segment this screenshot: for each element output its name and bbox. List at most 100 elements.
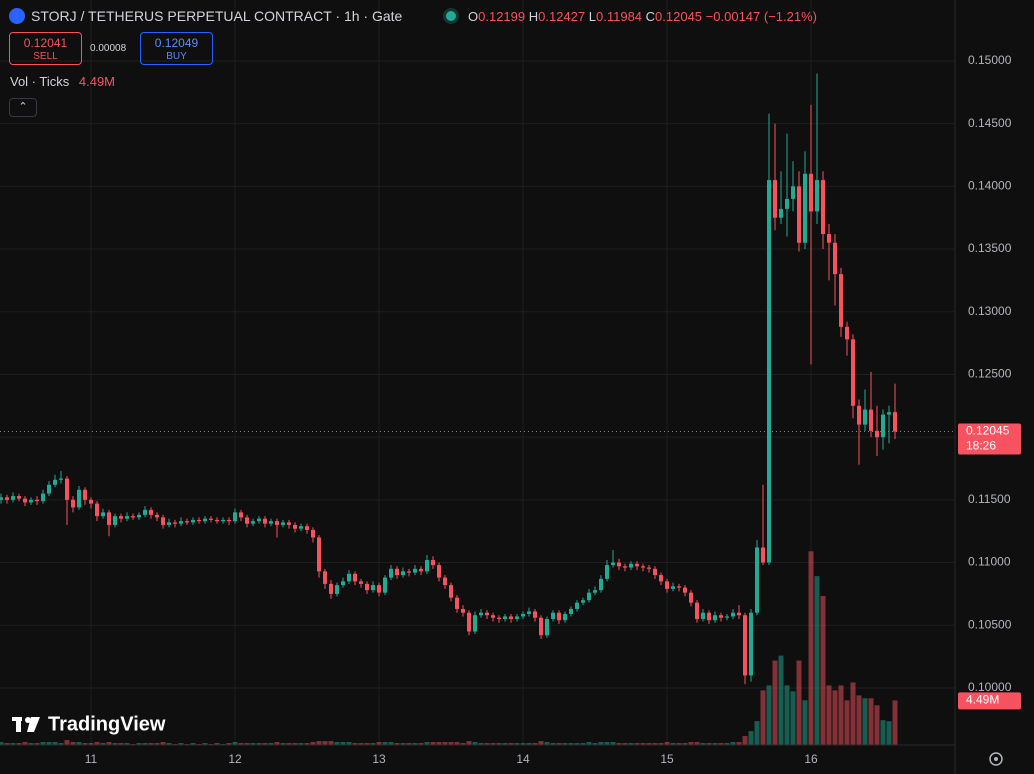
candle-body — [275, 521, 279, 525]
volume-bar — [370, 743, 376, 745]
volume-bar — [58, 743, 64, 745]
candle-body — [779, 208, 783, 218]
volume-bar — [190, 743, 196, 745]
volume-bar — [52, 742, 58, 745]
volume-bar — [694, 742, 700, 745]
candle-body — [659, 575, 663, 582]
candle-body — [353, 573, 357, 582]
candle-body — [395, 568, 399, 576]
close-label: C — [645, 9, 656, 24]
volume-bar — [82, 743, 88, 745]
volume-bar — [490, 743, 496, 745]
candle-layer — [0, 73, 897, 685]
volume-bar — [562, 743, 568, 745]
candle-body — [815, 180, 819, 212]
volume-bar — [364, 743, 370, 745]
volume-bar — [862, 698, 868, 745]
last-price-tag — [958, 423, 1021, 455]
candle-body — [137, 514, 141, 518]
candle-body — [185, 521, 189, 523]
volume-bar — [568, 743, 574, 745]
volume-bar — [286, 743, 292, 745]
y-tick-label: 0.13000 — [968, 304, 1012, 318]
collapse-button[interactable]: ⌃ — [9, 98, 37, 117]
settings-icon[interactable] — [989, 752, 1003, 766]
candle-body — [149, 509, 153, 515]
volume-bar — [0, 742, 4, 745]
candle-body — [341, 581, 345, 586]
volume-bar — [736, 742, 742, 745]
volume-bar — [244, 743, 250, 745]
candle-body — [263, 518, 267, 524]
volume-bar — [718, 743, 724, 745]
volume-bar — [268, 743, 274, 745]
volume-bar — [214, 743, 220, 745]
volume-bar — [400, 743, 406, 745]
candle-body — [251, 521, 255, 524]
candle-body — [755, 547, 759, 613]
buy-button[interactable]: 0.12049 BUY — [140, 32, 213, 65]
volume-bar — [304, 743, 310, 745]
volume-bar — [40, 742, 46, 745]
candle-body — [497, 617, 501, 619]
volume-bar — [262, 743, 268, 745]
volume-bar — [712, 743, 718, 745]
candle-body — [503, 616, 507, 619]
volume-bar — [688, 742, 694, 745]
logo-stem — [16, 717, 21, 732]
axes: 0.100000.105000.110000.115000.120000.125… — [0, 53, 1021, 766]
volume-bar — [508, 743, 514, 745]
candle-body — [113, 516, 117, 525]
candle-body — [617, 562, 621, 567]
candle-body — [833, 242, 837, 275]
volume-bar — [28, 743, 34, 745]
volume-bar — [316, 741, 322, 745]
y-tick-label: 0.15000 — [968, 53, 1012, 67]
volume-bar — [34, 743, 40, 745]
volume-bar — [604, 742, 610, 745]
volume-bar — [850, 682, 856, 745]
volume-bar — [616, 743, 622, 745]
candle-body — [485, 612, 489, 616]
volume-bar — [832, 690, 838, 745]
candle-body — [47, 484, 51, 494]
volume-layer — [0, 551, 898, 745]
low-label: L — [588, 9, 596, 24]
volume-bar — [574, 743, 580, 745]
candle-body — [671, 586, 675, 589]
volume-bar — [340, 742, 346, 745]
volume-bar — [64, 740, 70, 745]
sell-button[interactable]: 0.12041 SELL — [9, 32, 82, 65]
candle-body — [623, 566, 627, 568]
candle-body — [95, 503, 99, 517]
candle-body — [587, 592, 591, 601]
symbol-title[interactable]: STORJ / TETHERUS PERPETUAL CONTRACT · 1h… — [31, 8, 403, 24]
volume-bar — [394, 743, 400, 745]
volume-bar — [586, 742, 592, 745]
volume-bar — [730, 742, 736, 745]
volume-legend-label: Vol · Ticks — [10, 74, 70, 89]
volume-bar — [628, 743, 634, 745]
y-tick-label: 0.11500 — [968, 492, 1011, 506]
last-volume-label: 4.49M — [966, 693, 999, 707]
candle-body — [599, 578, 603, 591]
volume-bar — [526, 743, 532, 745]
candle-body — [827, 233, 831, 243]
low-value: 0.11984 — [596, 9, 643, 24]
candle-body — [785, 198, 789, 209]
candle-body — [893, 412, 897, 432]
candle-body — [227, 519, 231, 522]
candle-body — [767, 180, 771, 563]
volume-bar — [652, 743, 658, 745]
x-tick-label: 15 — [660, 752, 674, 766]
volume-bar — [106, 742, 112, 745]
volume-bar — [790, 691, 796, 745]
volume-bar — [502, 743, 508, 745]
volume-bar — [178, 743, 184, 745]
volume-bar — [334, 742, 340, 745]
y-tick-label: 0.14500 — [968, 116, 1012, 130]
candle-body — [311, 529, 315, 538]
candle-body — [467, 612, 471, 632]
volume-bar — [880, 720, 886, 745]
volume-bar — [670, 743, 676, 745]
